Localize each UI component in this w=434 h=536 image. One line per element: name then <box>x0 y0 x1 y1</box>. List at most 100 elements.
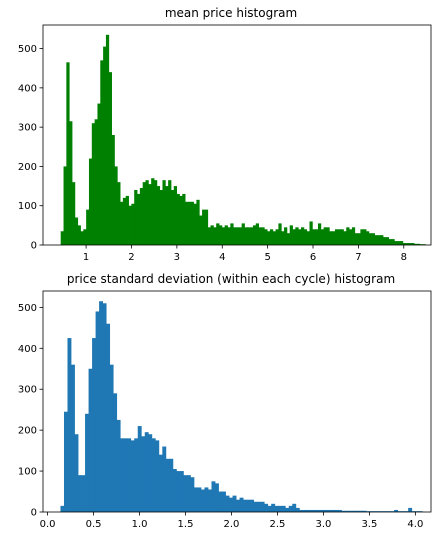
histogram-bar <box>92 338 96 512</box>
histogram-bar <box>240 498 244 512</box>
histogram-bar <box>197 487 201 512</box>
histogram-bar <box>134 190 137 245</box>
histogram-bar <box>72 182 75 245</box>
y-tick-label: 400 <box>18 83 37 94</box>
histogram-bar <box>187 475 191 512</box>
histogram-bar <box>154 180 157 245</box>
histogram-bar <box>61 231 64 245</box>
histogram-bar <box>352 227 355 245</box>
histogram-bar <box>360 229 363 245</box>
histogram-bar <box>67 338 71 512</box>
histogram-bar <box>332 231 335 245</box>
histogram-bar <box>315 229 318 245</box>
histogram-bar <box>268 506 272 512</box>
histogram-bar <box>140 188 143 245</box>
histogram-bar <box>124 438 128 512</box>
histogram-bar <box>250 500 254 512</box>
y-tick-label: 300 <box>18 123 37 134</box>
histogram-bar <box>309 221 312 245</box>
histogram-bar <box>282 506 286 512</box>
histogram-bar <box>166 459 170 512</box>
histogram-bar <box>131 440 135 512</box>
histogram-bar <box>137 194 140 245</box>
histogram-bar <box>117 182 120 245</box>
histogram-bar <box>301 227 304 245</box>
x-tick-label: 1.0 <box>132 519 148 530</box>
histogram-bar <box>205 210 208 245</box>
histogram-bar <box>244 227 247 245</box>
histogram-bar <box>355 233 358 245</box>
histogram-bar <box>293 229 296 245</box>
histogram-bar <box>236 227 239 245</box>
histogram-bar <box>106 35 109 245</box>
histogram-bar <box>254 502 258 512</box>
histogram-bar <box>239 227 242 245</box>
histogram-bar <box>202 210 205 245</box>
histogram-bar <box>199 216 202 245</box>
y-tick-label: 300 <box>18 385 37 396</box>
histogram-bar <box>211 225 214 245</box>
histogram-bar <box>261 502 265 512</box>
histogram-bar <box>194 204 197 245</box>
y-tick-label: 200 <box>18 162 37 173</box>
histogram-bar <box>247 227 250 245</box>
histogram-bar <box>117 420 121 512</box>
histogram-bar <box>215 483 219 512</box>
histogram-bar <box>408 508 412 512</box>
y-tick-label: 200 <box>18 426 37 437</box>
histogram-bar <box>85 414 89 512</box>
histogram-bar <box>75 218 78 246</box>
histogram-bar <box>264 504 268 512</box>
histogram-bar <box>151 178 154 245</box>
histogram-bar <box>103 47 106 245</box>
histogram-bar <box>66 62 69 245</box>
histogram-bar <box>259 227 262 245</box>
histogram-bar <box>256 223 259 245</box>
y-tick-label: 100 <box>18 201 37 212</box>
histogram-bar <box>152 438 156 512</box>
x-tick-label: 3.0 <box>315 519 331 530</box>
histogram-bar <box>180 471 184 512</box>
histogram-bar <box>247 500 251 512</box>
histogram-bar <box>290 225 293 245</box>
histogram-bar <box>394 241 397 245</box>
histogram-bar <box>109 72 112 245</box>
histogram-bar <box>349 229 352 245</box>
histogram-bar <box>86 210 89 245</box>
histogram-bar <box>343 231 346 245</box>
x-tick-label: 1.5 <box>178 519 194 530</box>
histogram-bar <box>126 196 129 245</box>
histogram-bar <box>211 481 215 512</box>
histogram-bar <box>96 311 100 512</box>
histogram-bar <box>168 180 171 245</box>
histogram-bar <box>188 202 191 245</box>
histogram-bar <box>304 229 307 245</box>
histogram-bar <box>219 492 223 512</box>
histogram-bar <box>284 227 287 245</box>
x-tick-label: 3 <box>174 252 180 263</box>
histogram-bar <box>236 500 240 512</box>
histogram-bar <box>233 496 237 512</box>
histogram-bar <box>120 438 124 512</box>
histogram-bar <box>250 227 253 245</box>
histogram-bar <box>75 434 79 512</box>
histogram-bar <box>162 180 165 245</box>
histogram-bar <box>326 227 329 245</box>
histogram-bar <box>190 477 194 512</box>
x-tick-label: 0.0 <box>40 519 56 530</box>
histogram-bar <box>160 190 163 245</box>
histogram-bar <box>377 235 380 245</box>
histogram-bar <box>141 436 145 512</box>
histogram-bar <box>285 508 289 512</box>
histogram-bar <box>60 506 64 512</box>
x-tick-label: 0.5 <box>86 519 102 530</box>
histogram-bar <box>95 119 98 245</box>
y-tick-label: 0 <box>31 508 37 519</box>
histogram-bar <box>182 194 185 245</box>
histogram-bar <box>380 235 383 245</box>
histogram-bar <box>230 223 233 245</box>
histogram-bar <box>296 508 300 512</box>
histogram-bar <box>324 227 327 245</box>
histogram-bar <box>318 223 321 245</box>
price-std-histogram-panel: price standard deviation (within each cy… <box>18 272 431 530</box>
